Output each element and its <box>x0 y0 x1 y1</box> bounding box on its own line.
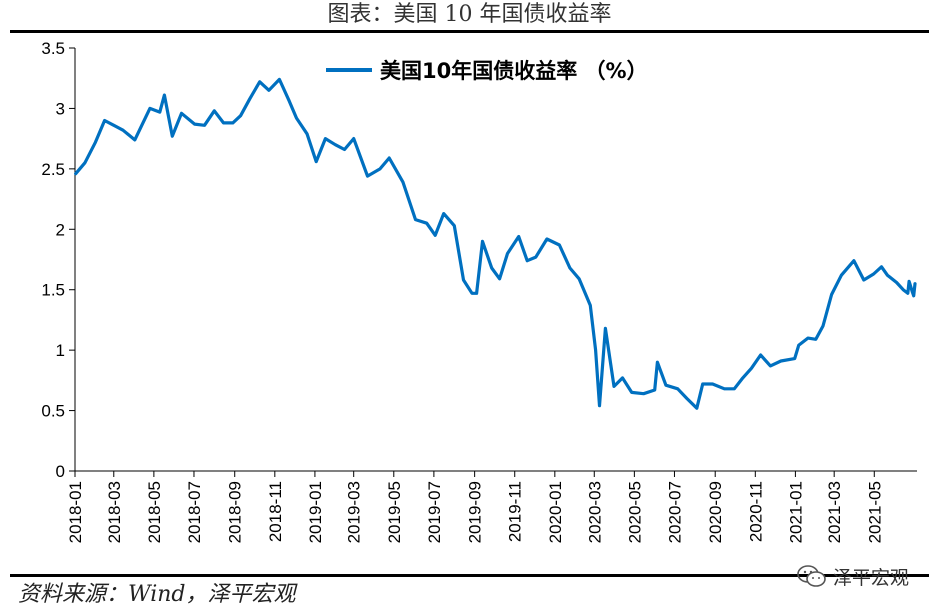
chart-legend: 美国10年国债收益率 （%） <box>326 59 648 83</box>
x-tick-label: 2018-05 <box>145 481 164 543</box>
x-tick-label: 2018-07 <box>185 481 204 543</box>
y-tick-label: 1.5 <box>41 281 65 300</box>
line-chart: 00.511.522.533.5 2018-01 2018-03 2018-05 20… <box>41 39 917 543</box>
y-tick-label: 2.5 <box>41 160 65 179</box>
brand-watermark: 泽平宏观 <box>797 560 909 592</box>
x-tick-label: 2018-09 <box>226 481 245 543</box>
x-tick-label: 2020-11 <box>746 481 765 542</box>
x-tick-label: 2018-01 <box>66 481 85 543</box>
x-tick-label: 2020-05 <box>625 481 644 543</box>
chart-axes <box>69 47 917 477</box>
x-tick-label: 2020-03 <box>585 481 604 543</box>
x-tick-label: 2020-09 <box>706 481 725 543</box>
x-tick-label: 2019-11 <box>506 481 525 542</box>
source-note: 资料来源：Wind，泽平宏观 <box>18 582 296 607</box>
legend-label: 美国10年国债收益率 （%） <box>380 59 648 83</box>
x-tick-label: 2019-09 <box>466 481 485 543</box>
x-tick-label: 2019-03 <box>345 481 364 543</box>
top-rule <box>10 30 929 33</box>
x-tick-label: 2018-03 <box>105 481 124 543</box>
y-tick-label: 0.5 <box>41 402 65 421</box>
y-tick-label: 1 <box>56 341 65 360</box>
x-tick-label: 2019-01 <box>306 481 325 543</box>
y-tick-label: 2 <box>56 220 65 239</box>
y-axis-labels: 0 0.5 1 1.5 2 2.5 3 3.5 <box>41 39 65 481</box>
y-tick-label: 3.5 <box>41 39 65 58</box>
bottom-rule <box>10 574 929 577</box>
x-axis-labels: 2018-01 2018-03 2018-05 2018-07 2018-09 2018-… <box>66 481 884 543</box>
brand-label: 泽平宏观 <box>832 566 909 589</box>
x-tick-label: 2020-07 <box>665 481 684 543</box>
x-tick-label: 2020-01 <box>546 481 565 543</box>
x-tick-label: 2021-03 <box>825 481 844 543</box>
y-tick-label: 0 <box>56 462 65 481</box>
x-tick-label: 2019-05 <box>385 481 404 543</box>
y-tick-label: 3 <box>56 99 65 118</box>
x-tick-label: 2019-07 <box>425 481 444 543</box>
series-line <box>74 77 917 410</box>
x-tick-label: 2021-05 <box>865 481 884 543</box>
chart-title: 图表：美国 10 年国债收益率 <box>327 2 612 27</box>
wechat-icon <box>797 565 826 587</box>
series-group <box>74 77 917 410</box>
x-tick-label: 2021-01 <box>786 481 805 543</box>
x-tick-label: 2018-11 <box>266 481 285 542</box>
